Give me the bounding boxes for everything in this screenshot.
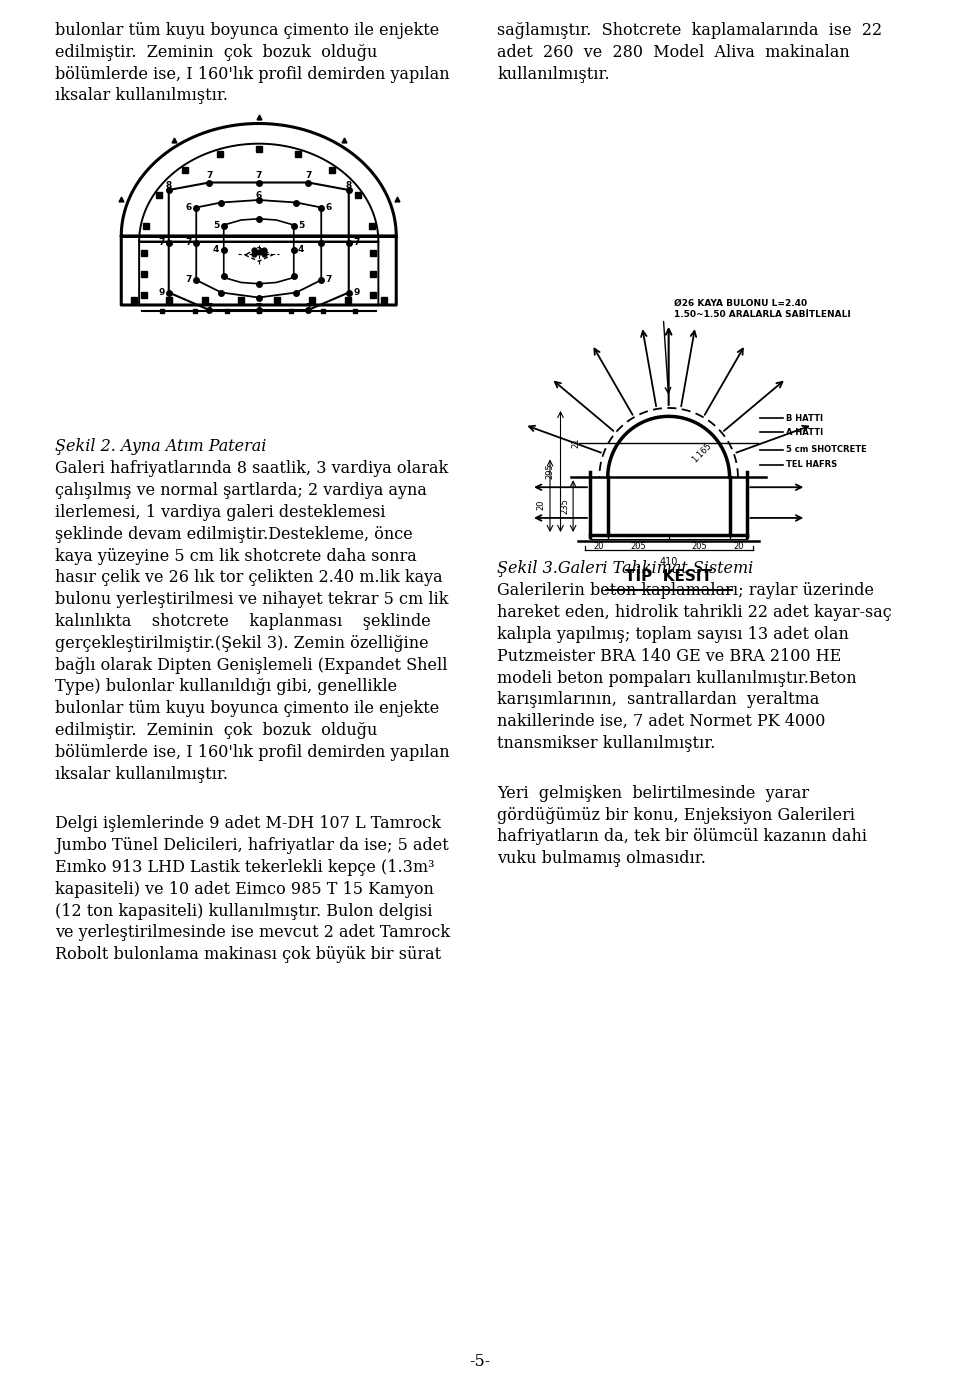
Text: 7: 7 — [185, 238, 192, 247]
Text: 205: 205 — [631, 542, 646, 551]
Text: Galeri hafriyatlarında 8 saatlik, 3 vardiya olarak: Galeri hafriyatlarında 8 saatlik, 3 vard… — [55, 461, 448, 477]
Text: 1.50~1.50 ARALARLA SABİTLENALI: 1.50~1.50 ARALARLA SABİTLENALI — [674, 309, 851, 319]
Text: tnansmikser kullanılmıştır.: tnansmikser kullanılmıştır. — [497, 736, 716, 752]
Text: 7: 7 — [305, 302, 311, 312]
Text: 9: 9 — [353, 287, 359, 297]
Text: B HATTI: B HATTI — [786, 414, 824, 424]
Text: karışımlarının,  santrallardan  yeraltma: karışımlarının, santrallardan yeraltma — [497, 692, 820, 708]
Text: Putzmeister BRA 140 GE ve BRA 2100 HE: Putzmeister BRA 140 GE ve BRA 2100 HE — [497, 648, 842, 664]
Text: gördüğümüz bir konu, Enjeksiyon Galerileri: gördüğümüz bir konu, Enjeksiyon Galerile… — [497, 807, 855, 824]
Text: adet  260  ve  280  Model  Aliva  makinalan: adet 260 ve 280 Model Aliva makinalan — [497, 44, 851, 60]
Text: 205: 205 — [691, 542, 707, 551]
Text: hareket eden, hidrolik tahrikli 22 adet kayar-saç: hareket eden, hidrolik tahrikli 22 adet … — [497, 604, 892, 622]
Text: 1.165: 1.165 — [690, 441, 713, 465]
Text: 7: 7 — [305, 170, 311, 180]
Text: 7: 7 — [206, 302, 212, 312]
Text: 7: 7 — [185, 275, 192, 285]
Text: TEL HAFRS: TEL HAFRS — [786, 461, 837, 469]
Text: 8: 8 — [166, 180, 172, 190]
Text: 7: 7 — [353, 238, 359, 247]
Text: 4: 4 — [213, 246, 220, 254]
Text: bölümlerde ise, I 160'lık profil demirden yapılan: bölümlerde ise, I 160'lık profil demirde… — [55, 66, 449, 82]
Text: Jumbo Tünel Delicileri, hafriyatlar da ise; 5 adet: Jumbo Tünel Delicileri, hafriyatlar da i… — [55, 837, 448, 854]
Text: kalıpla yapılmış; toplam sayısı 13 adet olan: kalıpla yapılmış; toplam sayısı 13 adet … — [497, 626, 850, 644]
Text: Galerilerin beton kaplamaları; raylar üzerinde: Galerilerin beton kaplamaları; raylar üz… — [497, 583, 875, 600]
Text: şeklinde devam edilmiştir.Destekleme, önce: şeklinde devam edilmiştir.Destekleme, ön… — [55, 525, 413, 543]
Text: 5 cm SHOTCRETE: 5 cm SHOTCRETE — [786, 446, 867, 454]
Text: Ø26 KAYA BULONU L=2.40: Ø26 KAYA BULONU L=2.40 — [674, 300, 807, 308]
Text: 235: 235 — [560, 498, 569, 514]
Text: bölümlerde ise, I 160'lık profil demirden yapılan: bölümlerde ise, I 160'lık profil demirde… — [55, 744, 449, 760]
Text: 410: 410 — [660, 557, 678, 566]
Text: 5: 5 — [213, 220, 220, 230]
Text: 7: 7 — [255, 302, 262, 312]
Text: 7: 7 — [325, 275, 332, 285]
Text: bağlı olarak Dipten Genişlemeli (Expandet Shell: bağlı olarak Dipten Genişlemeli (Expande… — [55, 657, 447, 674]
Text: Delgi işlemlerinde 9 adet M-DH 107 L Tamrock: Delgi işlemlerinde 9 adet M-DH 107 L Tam… — [55, 815, 441, 832]
Text: Yeri  gelmişken  belirtilmesinde  yarar: Yeri gelmişken belirtilmesinde yarar — [497, 785, 809, 802]
Text: -5-: -5- — [469, 1353, 491, 1370]
Text: Robolt bulonlama makinası çok büyük bir sürat: Robolt bulonlama makinası çok büyük bir … — [55, 946, 442, 964]
Text: bulonlar tüm kuyu boyunca çimento ile enjekte: bulonlar tüm kuyu boyunca çimento ile en… — [55, 700, 440, 718]
Text: kaya yüzeyine 5 cm lik shotcrete daha sonra: kaya yüzeyine 5 cm lik shotcrete daha so… — [55, 547, 417, 565]
Text: A HATTI: A HATTI — [786, 428, 824, 437]
Text: 3: 3 — [255, 246, 262, 256]
Text: (12 ton kapasiteli) kullanılmıştır. Bulon delgisi: (12 ton kapasiteli) kullanılmıştır. Bulo… — [55, 902, 433, 920]
Text: 6: 6 — [255, 191, 262, 199]
Text: nakillerinde ise, 7 adet Normet PK 4000: nakillerinde ise, 7 adet Normet PK 4000 — [497, 714, 826, 730]
Text: edilmiştir.  Zeminin  çok  bozuk  olduğu: edilmiştir. Zeminin çok bozuk olduğu — [55, 44, 377, 60]
Text: 20: 20 — [537, 499, 546, 510]
Text: 20: 20 — [733, 542, 744, 551]
Text: modeli beton pompaları kullanılmıştır.Beton: modeli beton pompaları kullanılmıştır.Be… — [497, 670, 857, 686]
Text: 9: 9 — [158, 287, 164, 297]
Text: bulonlar tüm kuyu boyunca çimento ile enjekte: bulonlar tüm kuyu boyunca çimento ile en… — [55, 22, 440, 38]
Text: sağlamıştır.  Shotcrete  kaplamalarında  ise  22: sağlamıştır. Shotcrete kaplamalarında is… — [497, 22, 882, 38]
Text: 6: 6 — [325, 204, 332, 212]
Text: TİP  KESİT: TİP KESİT — [625, 569, 712, 583]
Text: 7: 7 — [206, 170, 212, 180]
Text: 8: 8 — [346, 180, 352, 190]
Text: ıksalar kullanılmıştır.: ıksalar kullanılmıştır. — [55, 88, 228, 104]
Text: Eımko 913 LHD Lastik tekerlekli kepçe (1.3m³: Eımko 913 LHD Lastik tekerlekli kepçe (1… — [55, 859, 435, 876]
Text: Şekil 2. Ayna Atım Paterai: Şekil 2. Ayna Atım Paterai — [55, 439, 266, 455]
Text: ıksalar kullanılmıştır.: ıksalar kullanılmıştır. — [55, 766, 228, 782]
Text: ve yerleştirilmesinde ise mevcut 2 adet Tamrock: ve yerleştirilmesinde ise mevcut 2 adet … — [55, 924, 450, 942]
Text: 4: 4 — [298, 246, 304, 254]
Text: Şekil 3.Galeri Tahkimat Sistemi: Şekil 3.Galeri Tahkimat Sistemi — [497, 560, 754, 578]
Text: 6: 6 — [185, 204, 192, 212]
Text: gerçekleştirilmiştir.(Şekil 3). Zemin özelliğine: gerçekleştirilmiştir.(Şekil 3). Zemin öz… — [55, 635, 428, 652]
Text: 7: 7 — [255, 170, 262, 180]
Text: 21: 21 — [571, 437, 581, 448]
Text: bulonu yerleştirilmesi ve nihayet tekrar 5 cm lik: bulonu yerleştirilmesi ve nihayet tekrar… — [55, 591, 448, 608]
Text: 7: 7 — [158, 238, 164, 247]
Text: 5: 5 — [299, 220, 304, 230]
Text: 20: 20 — [593, 542, 604, 551]
Text: çalışılmış ve normal şartlarda; 2 vardiya ayna: çalışılmış ve normal şartlarda; 2 vardiy… — [55, 483, 427, 499]
Text: hafriyatların da, tek bir ölümcül kazanın dahi: hafriyatların da, tek bir ölümcül kazanı… — [497, 828, 868, 846]
Text: hasır çelik ve 26 lık tor çelikten 2.40 m.lik kaya: hasır çelik ve 26 lık tor çelikten 2.40 … — [55, 569, 443, 586]
Text: 295: 295 — [545, 463, 554, 480]
Text: edilmiştir.  Zeminin  çok  bozuk  olduğu: edilmiştir. Zeminin çok bozuk olduğu — [55, 722, 377, 738]
Text: ilerlemesi, 1 vardiya galeri desteklemesi: ilerlemesi, 1 vardiya galeri desteklemes… — [55, 505, 386, 521]
Text: vuku bulmamış olmasıdır.: vuku bulmamış olmasıdır. — [497, 850, 707, 868]
Text: kalınlıkta    shotcrete    kaplanması    şeklinde: kalınlıkta shotcrete kaplanması şeklinde — [55, 613, 431, 630]
Text: Type) bulonlar kullanıldığı gibi, genellikle: Type) bulonlar kullanıldığı gibi, genell… — [55, 678, 397, 696]
Text: kapasiteli) ve 10 adet Eimco 985 T 15 Kamyon: kapasiteli) ve 10 adet Eimco 985 T 15 Ka… — [55, 881, 434, 898]
Text: kullanılmıştır.: kullanılmıştır. — [497, 66, 611, 82]
